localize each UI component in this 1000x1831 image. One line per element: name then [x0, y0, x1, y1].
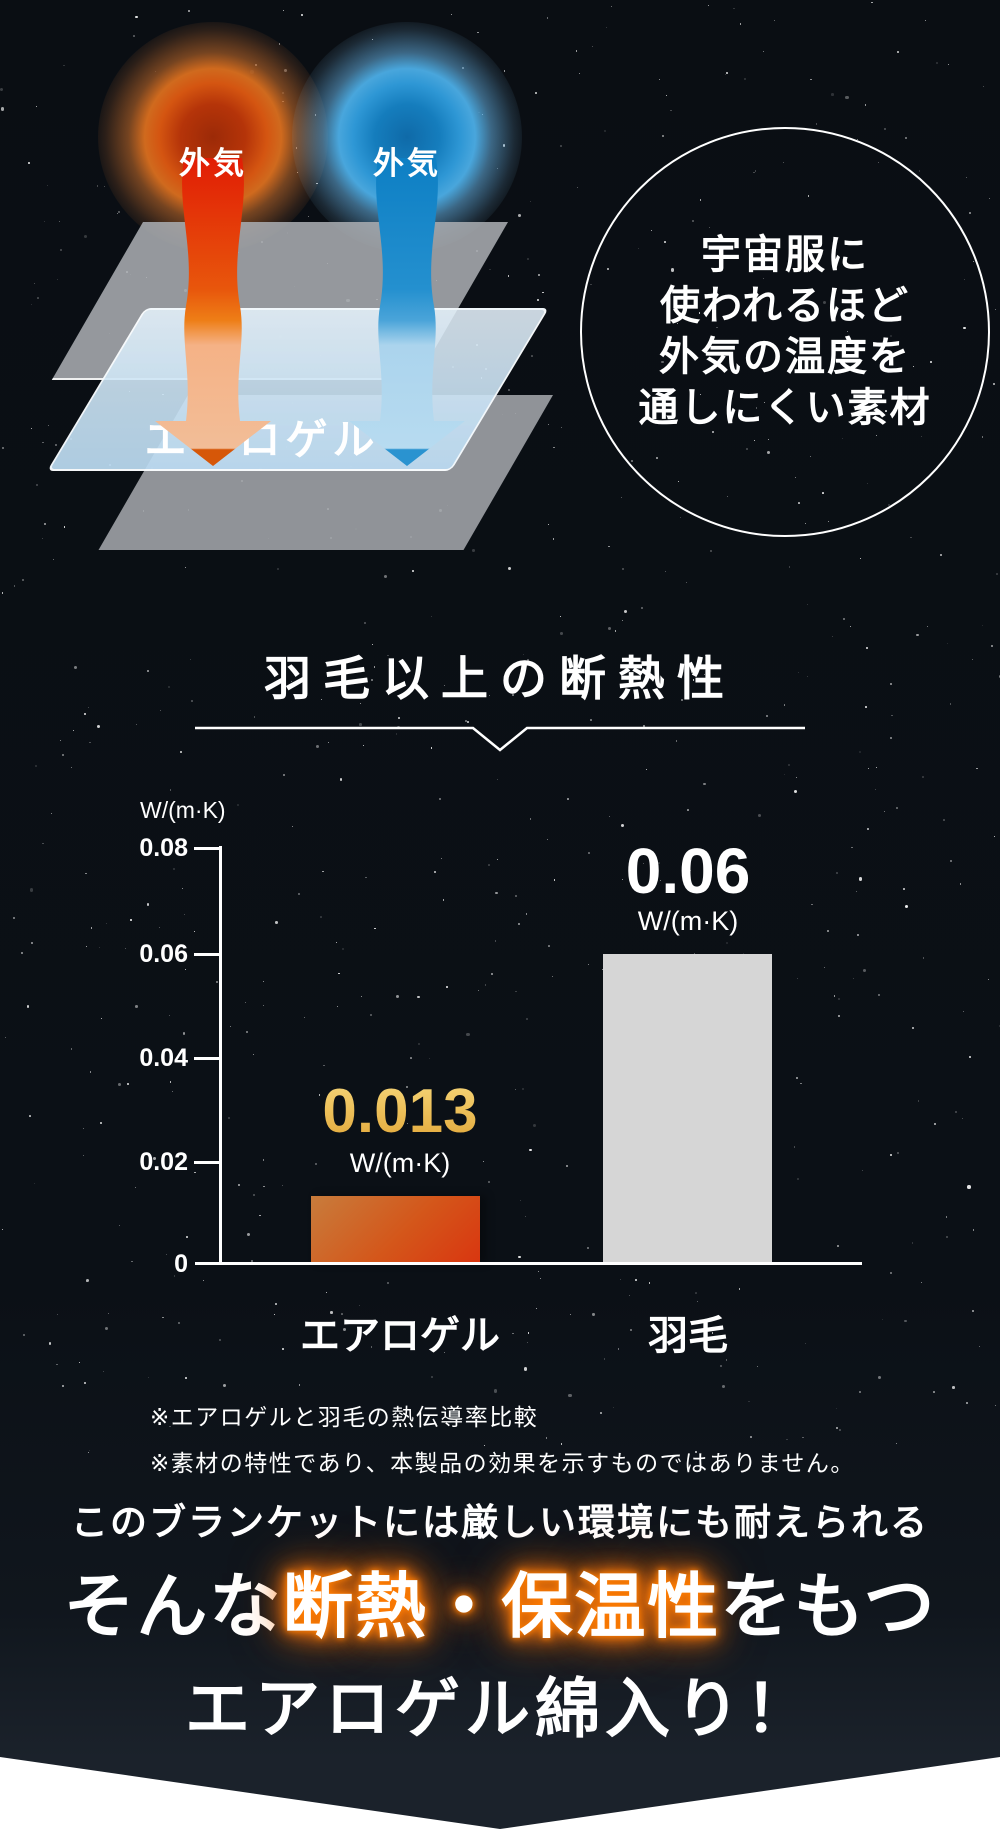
y-tick-mark — [194, 1057, 221, 1060]
category-label-aerogel: エアロゲル — [300, 1314, 500, 1358]
bar-down — [603, 954, 772, 1263]
cold-arrow-icon — [349, 158, 465, 466]
y-tick-label: 0.06 — [139, 940, 188, 968]
footer-line-2-suffix: をもつ — [720, 1568, 937, 1647]
category-label-down: 羽毛 — [648, 1314, 728, 1358]
y-tick-label: 0 — [174, 1250, 188, 1278]
footer-line-1: このブランケットには厳しい環境にも耐えられる — [71, 1502, 929, 1543]
footer-line-2: そんな断熱・保温性をもつ — [0, 1550, 1000, 1652]
chart-note: ※素材の特性であり、本製品の効果を示すものではありません。 — [150, 1450, 855, 1476]
hot-arrow-icon — [155, 158, 271, 466]
badge-line: 外気の温度を — [659, 335, 911, 379]
bar-aerogel — [311, 1196, 480, 1263]
y-tick-label: 0.04 — [139, 1044, 188, 1072]
footer-highlight: 断熱・保温性 — [282, 1568, 721, 1647]
value-label-down: 0.06 — [625, 835, 751, 907]
spacesuit-badge: 宇宙服に 使われるほど 外気の温度を 通しにくい素材 — [580, 127, 990, 537]
x-axis-line — [195, 1262, 862, 1265]
badge-line: 使われるほど — [660, 284, 910, 328]
value-label-aerogel: 0.013 — [290, 1076, 510, 1147]
badge-line: 宇宙服に — [701, 233, 869, 277]
value-unit-aerogel: W/(m·K) — [349, 1148, 451, 1178]
y-axis-unit-label: W/(m·K) — [140, 797, 226, 823]
y-axis-line — [219, 846, 222, 1265]
y-tick-label: 0.08 — [139, 834, 188, 862]
value-unit-down: W/(m·K) — [637, 906, 739, 936]
chart-title: 羽毛以上の断熱性 — [264, 652, 736, 705]
y-tick-mark — [194, 953, 221, 956]
chart-note: ※エアロゲルと羽毛の熱伝導率比較 — [150, 1404, 539, 1430]
y-tick-label: 0.02 — [139, 1148, 188, 1176]
badge-line: 通しにくい素材 — [638, 386, 932, 430]
footer-line-3: エアロゲル綿入り！ — [184, 1672, 815, 1745]
hot-air-label: 外気 — [179, 146, 247, 181]
y-tick-mark — [194, 847, 221, 850]
title-divider-icon — [195, 726, 805, 752]
y-tick-mark — [194, 1161, 221, 1164]
cold-air-label: 外気 — [373, 146, 441, 181]
footer-line-2-prefix: そんな — [63, 1568, 283, 1647]
